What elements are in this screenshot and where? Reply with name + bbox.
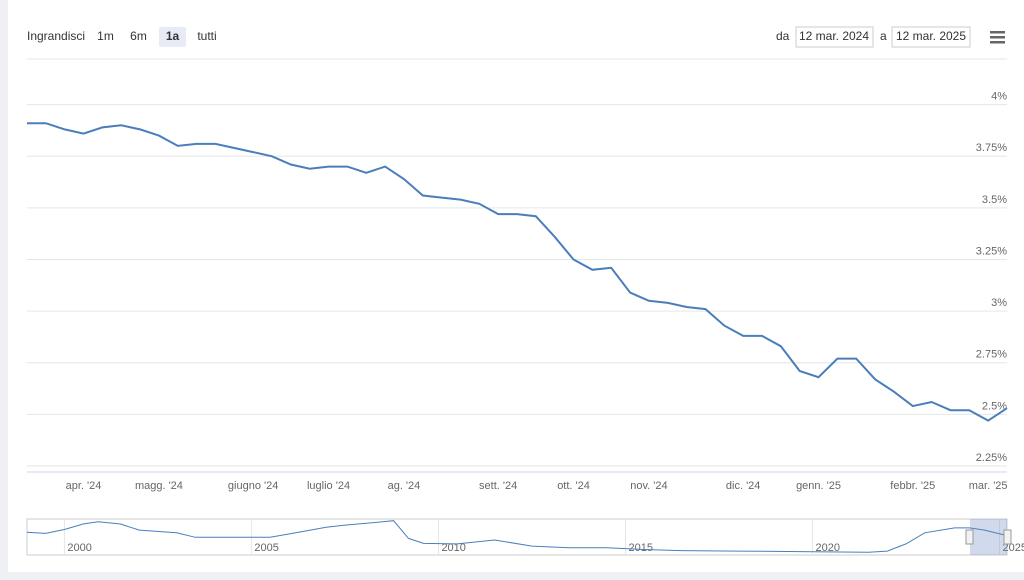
x-tick-label: mar. '25: [969, 480, 1008, 492]
page-edge: [8, 572, 1024, 580]
y-tick-label: 3.75%: [976, 142, 1007, 154]
x-tick-label: ag. '24: [388, 480, 421, 492]
y-tick-label: 2.25%: [976, 452, 1007, 464]
x-tick-label: 2025: [1003, 542, 1024, 554]
x-tick-label: febbr. '25: [890, 480, 935, 492]
menu-bar: [990, 31, 1005, 34]
to-input[interactable]: [891, 26, 971, 48]
range-button[interactable]: 1m: [97, 29, 114, 43]
x-tick-label: luglio '24: [307, 480, 350, 492]
x-tick-label: magg. '24: [135, 480, 183, 492]
menu-bar: [990, 41, 1005, 44]
to-label: a: [880, 29, 887, 43]
button-bg: [159, 27, 186, 47]
x-tick-label: 2000: [67, 542, 91, 554]
x-tick-label: ott. '24: [557, 480, 590, 492]
data-line: [27, 122, 1008, 422]
x-tick-label: giugno '24: [228, 480, 278, 492]
y-tick-label: 3.25%: [976, 245, 1007, 257]
range-button[interactable]: tutti: [197, 29, 216, 43]
navigator-frame: [26, 518, 1008, 556]
x-tick-label: 2005: [254, 542, 278, 554]
x-tick-label: 2015: [628, 542, 652, 554]
navigator-handle[interactable]: [965, 529, 974, 545]
x-tick-label: 2010: [441, 542, 465, 554]
x-tick-label: nov. '24: [630, 480, 667, 492]
range-button[interactable]: 1a: [166, 29, 180, 43]
x-tick-label: genn. '25: [796, 480, 841, 492]
menu-bar: [990, 36, 1005, 39]
from-input[interactable]: [795, 26, 874, 48]
x-tick-label: sett. '24: [479, 480, 517, 492]
y-tick-label: 3.5%: [982, 194, 1007, 206]
from-label: da: [776, 29, 790, 43]
navigator-handle[interactable]: [1003, 529, 1012, 545]
y-tick-label: 4%: [991, 91, 1007, 103]
y-tick-label: 2.75%: [976, 349, 1007, 361]
zoom-label: Ingrandisci: [27, 29, 85, 43]
page-edge: [0, 0, 8, 580]
to-date[interactable]: 12 mar. 2025: [896, 29, 966, 43]
y-tick-label: 2.5%: [982, 400, 1007, 412]
data-line: [26, 520, 1008, 553]
x-tick-label: apr. '24: [66, 480, 102, 492]
navigator-selection: [970, 519, 1007, 555]
range-button[interactable]: 6m: [130, 29, 147, 43]
menu-button[interactable]: [990, 31, 1005, 44]
x-tick-label: 2020: [815, 542, 839, 554]
x-tick-label: dic. '24: [726, 480, 761, 492]
y-tick-label: 3%: [991, 297, 1007, 309]
from-date[interactable]: 12 mar. 2024: [799, 29, 869, 43]
